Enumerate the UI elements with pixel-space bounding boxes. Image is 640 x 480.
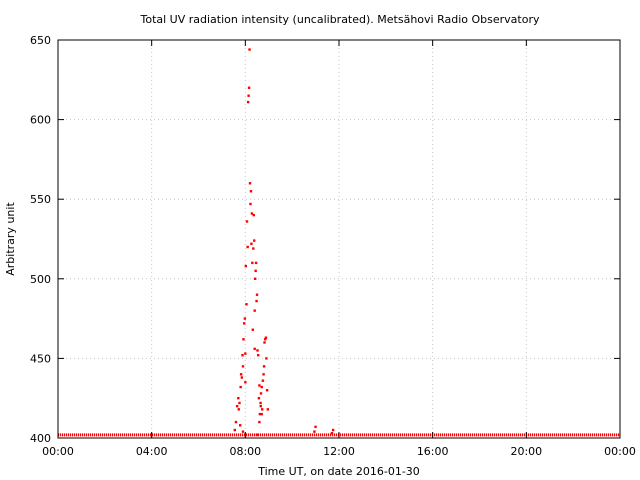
data-point (248, 48, 251, 51)
data-point (257, 397, 261, 400)
x-tick-label: 16:00 (417, 445, 449, 458)
y-tick-label: 450 (30, 352, 51, 365)
data-point (246, 100, 250, 104)
data-point (313, 430, 316, 433)
data-point (249, 190, 253, 193)
data-point (255, 293, 259, 296)
data-point (265, 389, 269, 392)
y-tick-labels: 400 450 500 550 600 650 (30, 34, 51, 445)
data-point (248, 182, 252, 185)
data-point (237, 397, 240, 400)
y-tick-label: 500 (30, 273, 51, 286)
data-point (239, 373, 243, 376)
data-point (252, 213, 255, 217)
y-axis-label: Arbitrary unit (4, 202, 17, 276)
x-tick-label: 04:00 (136, 445, 168, 458)
data-point (235, 404, 239, 408)
data-point (250, 212, 254, 215)
data-point (252, 247, 255, 250)
data-point (253, 277, 257, 280)
ticks-layer (57, 39, 621, 439)
data-point (245, 220, 249, 223)
data-point (253, 309, 256, 312)
data-point (255, 433, 259, 437)
grid-layer (58, 40, 620, 438)
data-point (249, 202, 252, 206)
data-point (242, 322, 246, 325)
x-tick-label: 12:00 (323, 445, 355, 458)
data-point (254, 261, 258, 265)
data-point (266, 408, 270, 411)
data-point (254, 269, 257, 273)
data-point (244, 264, 248, 268)
data-point (253, 347, 256, 351)
x-tick-label: 20:00 (510, 445, 542, 458)
x-tick-label: 00:00 (42, 445, 74, 458)
data-point (243, 317, 247, 320)
data-point (241, 430, 245, 433)
data-point (251, 328, 255, 331)
data-point (260, 412, 263, 416)
data-point (238, 401, 241, 405)
data-point (239, 385, 242, 389)
y-tick-label: 400 (30, 432, 51, 445)
data-point (258, 384, 261, 387)
chart-title: Total UV radiation intensity (uncalibrat… (140, 13, 540, 26)
x-tick-label: 00:00 (604, 445, 636, 458)
data-point (251, 261, 254, 265)
data-point (259, 392, 263, 395)
data-point (256, 349, 259, 352)
data-point (330, 432, 334, 435)
data-point (238, 424, 242, 427)
data-point (265, 357, 268, 360)
y-tick-label: 550 (30, 193, 51, 206)
data-point (260, 385, 263, 389)
data-point (253, 239, 256, 242)
data-point (264, 336, 268, 339)
data-point (331, 428, 335, 432)
data-point (258, 412, 262, 416)
data-point (259, 401, 262, 405)
data-point (244, 381, 247, 384)
y-tick-label: 600 (30, 114, 51, 127)
data-point (261, 379, 265, 382)
data-point (247, 86, 251, 89)
data-point (250, 242, 253, 245)
points-layer (233, 48, 335, 437)
data-point (244, 352, 247, 355)
data-point (255, 299, 258, 303)
data-point (264, 338, 267, 341)
data-point (237, 408, 240, 411)
data-point (240, 376, 244, 379)
data-point (247, 94, 250, 97)
data-point (233, 428, 236, 432)
x-tick-labels: 00:00 04:00 08:00 12:00 16:00 20:00 00:00 (42, 445, 636, 458)
data-point (242, 338, 245, 341)
data-point (234, 420, 238, 424)
data-point (260, 408, 264, 411)
data-point (241, 354, 244, 357)
data-point (245, 303, 248, 306)
x-tick-label: 08:00 (229, 445, 261, 458)
plot-frame (57, 39, 621, 439)
data-point (262, 365, 266, 368)
data-point (263, 341, 266, 344)
data-point (257, 354, 260, 357)
data-point (241, 365, 245, 368)
data-point (314, 425, 317, 429)
x-axis-label: Time UT, on date 2016-01-30 (257, 465, 420, 478)
data-point (259, 404, 262, 408)
data-point (262, 373, 265, 376)
y-tick-label: 650 (30, 34, 51, 47)
data-point (246, 245, 249, 249)
data-point (258, 420, 261, 424)
